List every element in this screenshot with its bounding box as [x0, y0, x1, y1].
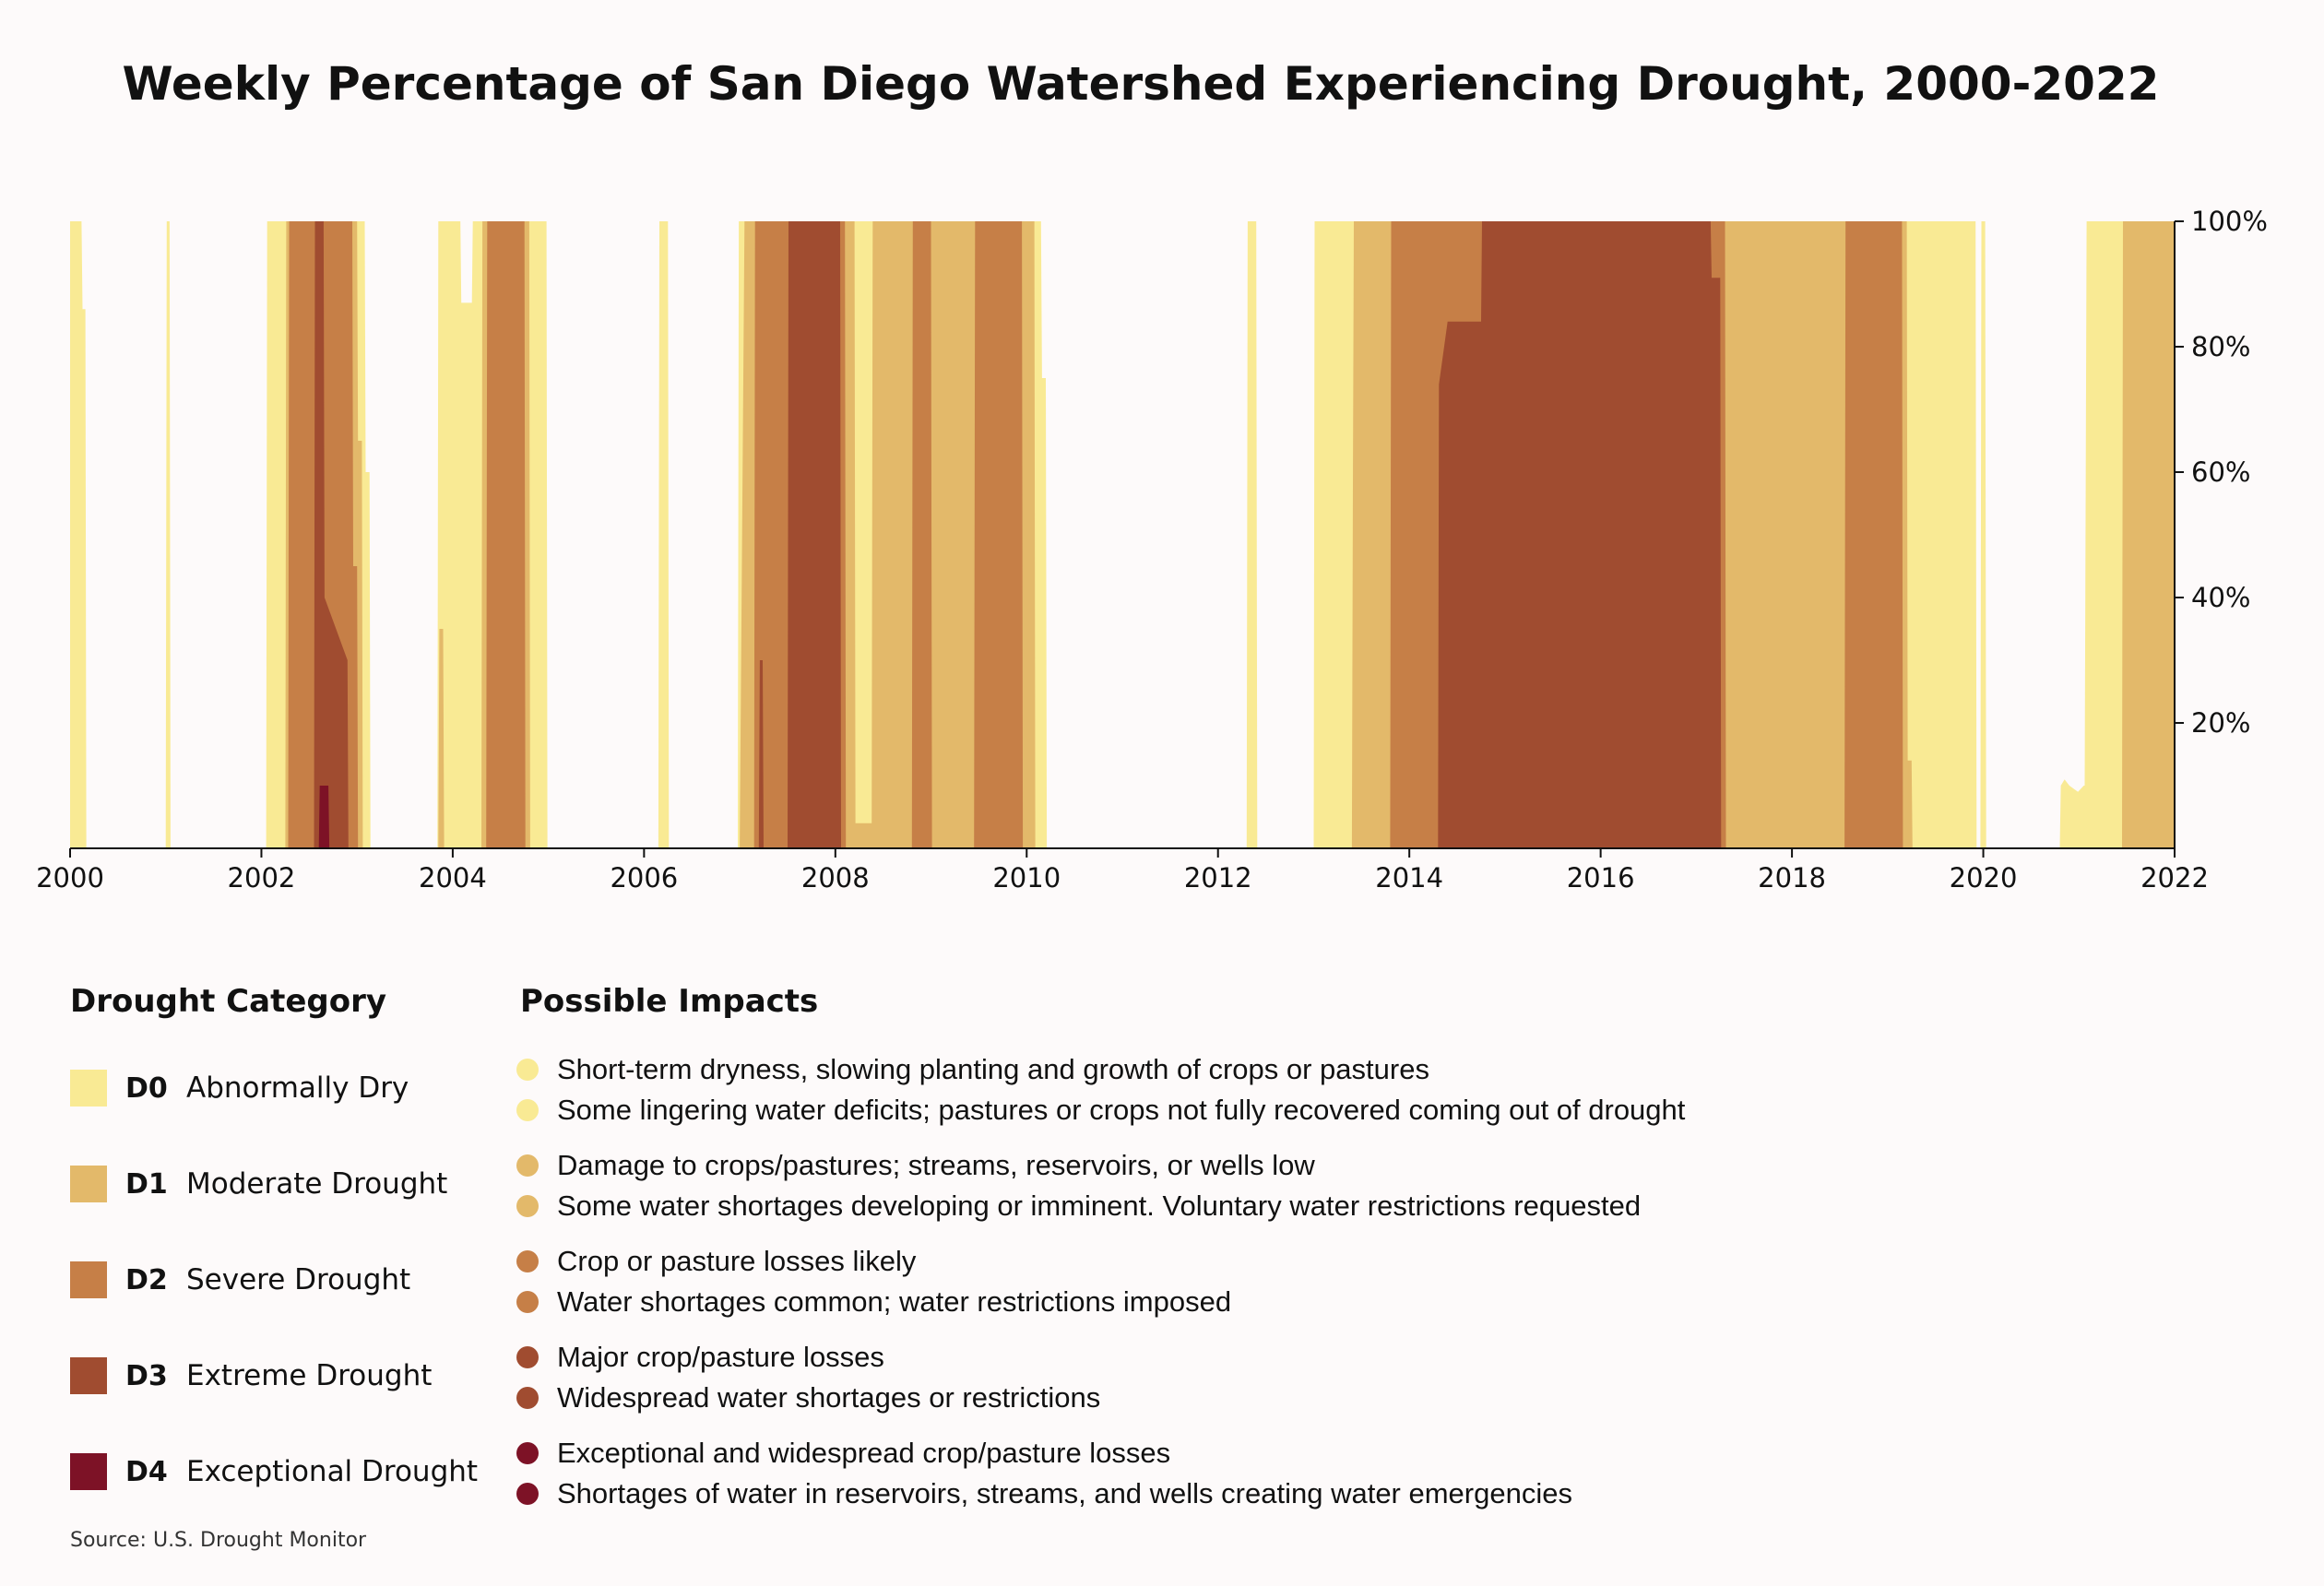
legend-code-d0: D0 [125, 1071, 168, 1105]
x-tick-label-2010: 2010 [992, 862, 1061, 894]
legend-code-d4: D4 [125, 1455, 168, 1488]
x-tick-label-2012: 2012 [1184, 862, 1252, 894]
impact-dot-d2 [516, 1291, 539, 1313]
impacts-title: Possible Impacts [520, 983, 819, 1020]
impact-item: Shortages of water in reservoirs, stream… [516, 1475, 1572, 1512]
legend-label-d4: Exceptional Drought [186, 1455, 479, 1488]
y-tick-label-40: 40% [2191, 582, 2250, 613]
x-tick-label-2002: 2002 [228, 862, 296, 894]
series-area-d3 [261, 221, 1722, 848]
impact-dot-d0 [516, 1059, 539, 1081]
impact-item: Some water shortages developing or immin… [516, 1188, 1641, 1225]
legend-item-d4: D4 Exceptional Drought [70, 1453, 478, 1490]
x-tick-label-2014: 2014 [1375, 862, 1443, 894]
x-tick-label-2022: 2022 [2140, 862, 2209, 894]
impact-text: Crop or pasture losses likely [557, 1245, 917, 1277]
impact-item: Water shortages common; water restrictio… [516, 1284, 1231, 1320]
impact-item: Damage to crops/pastures; streams, reser… [516, 1147, 1315, 1184]
impact-item: Exceptional and widespread crop/pasture … [516, 1435, 1170, 1472]
legend-item-d3: D3 Extreme Drought [70, 1357, 432, 1394]
y-tick-label-20: 20% [2191, 707, 2250, 739]
x-tick-label-2006: 2006 [610, 862, 678, 894]
x-tick-label-2004: 2004 [419, 862, 487, 894]
legend-swatch-d4 [70, 1453, 107, 1490]
impact-text: Exceptional and widespread crop/pasture … [557, 1437, 1171, 1469]
legend-swatch-d2 [70, 1261, 107, 1298]
series-area-d4 [261, 786, 330, 848]
impact-dot-d3 [516, 1387, 539, 1409]
chart-title: Weekly Percentage of San Diego Watershed… [123, 57, 2160, 111]
legend-label-d1: Moderate Drought [186, 1167, 448, 1201]
impact-text: Damage to crops/pastures; streams, reser… [557, 1149, 1315, 1181]
legend-swatch-d0 [70, 1070, 107, 1107]
legend-label-d2: Severe Drought [186, 1263, 411, 1296]
legend-label-d0: Abnormally Dry [186, 1071, 409, 1105]
x-tick-label-2000: 2000 [36, 862, 104, 894]
impact-dot-d2 [516, 1250, 539, 1272]
legend-item-d0: D0 Abnormally Dry [70, 1070, 409, 1107]
legend-code-d2: D2 [125, 1263, 168, 1296]
impact-item: Crop or pasture losses likely [516, 1243, 916, 1280]
series-layer [70, 221, 2175, 848]
y-tick-label-100: 100% [2191, 206, 2268, 237]
impact-item: Major crop/pasture losses [516, 1339, 884, 1376]
legend-swatch-d3 [70, 1357, 107, 1394]
x-tick-label-2016: 2016 [1567, 862, 1635, 894]
impact-text: Some water shortages developing or immin… [557, 1190, 1642, 1222]
legend-title: Drought Category [70, 983, 387, 1020]
x-tick-label-2018: 2018 [1758, 862, 1826, 894]
impact-dot-d4 [516, 1442, 539, 1464]
impact-text: Widespread water shortages or restrictio… [557, 1381, 1101, 1414]
source-note: Source: U.S. Drought Monitor [70, 1529, 367, 1552]
legend-item-d1: D1 Moderate Drought [70, 1166, 447, 1202]
x-tick-label-2008: 2008 [801, 862, 870, 894]
y-tick-label-80: 80% [2191, 331, 2250, 362]
impact-dot-d1 [516, 1195, 539, 1217]
axis-layer: 2000 2002 2004 2006 2008 2010 2012 2014 2016 2018… [36, 206, 2268, 894]
impact-text: Major crop/pasture losses [557, 1341, 884, 1373]
impact-dot-d4 [516, 1483, 539, 1505]
impact-dot-d3 [516, 1346, 539, 1368]
y-tick-label-60: 60% [2191, 456, 2250, 488]
impact-text: Shortages of water in reservoirs, stream… [557, 1477, 1572, 1509]
legend-code-d1: D1 [125, 1167, 168, 1201]
legend-code-d3: D3 [125, 1359, 168, 1392]
impact-text: Some lingering water deficits; pastures … [557, 1094, 1686, 1126]
legend-label-d3: Extreme Drought [186, 1359, 433, 1392]
legend-swatch-d1 [70, 1166, 107, 1202]
legend-item-d2: D2 Severe Drought [70, 1261, 410, 1298]
impact-item: Widespread water shortages or restrictio… [516, 1379, 1100, 1416]
impact-text: Short-term dryness, slowing planting and… [557, 1053, 1429, 1085]
x-tick-label-2020: 2020 [1950, 862, 2018, 894]
impact-item: Some lingering water deficits; pastures … [516, 1092, 1685, 1129]
impact-text: Water shortages common; water restrictio… [557, 1285, 1232, 1318]
impact-item: Short-term dryness, slowing planting and… [516, 1051, 1429, 1088]
impact-dot-d0 [516, 1099, 539, 1121]
impact-dot-d1 [516, 1154, 539, 1177]
